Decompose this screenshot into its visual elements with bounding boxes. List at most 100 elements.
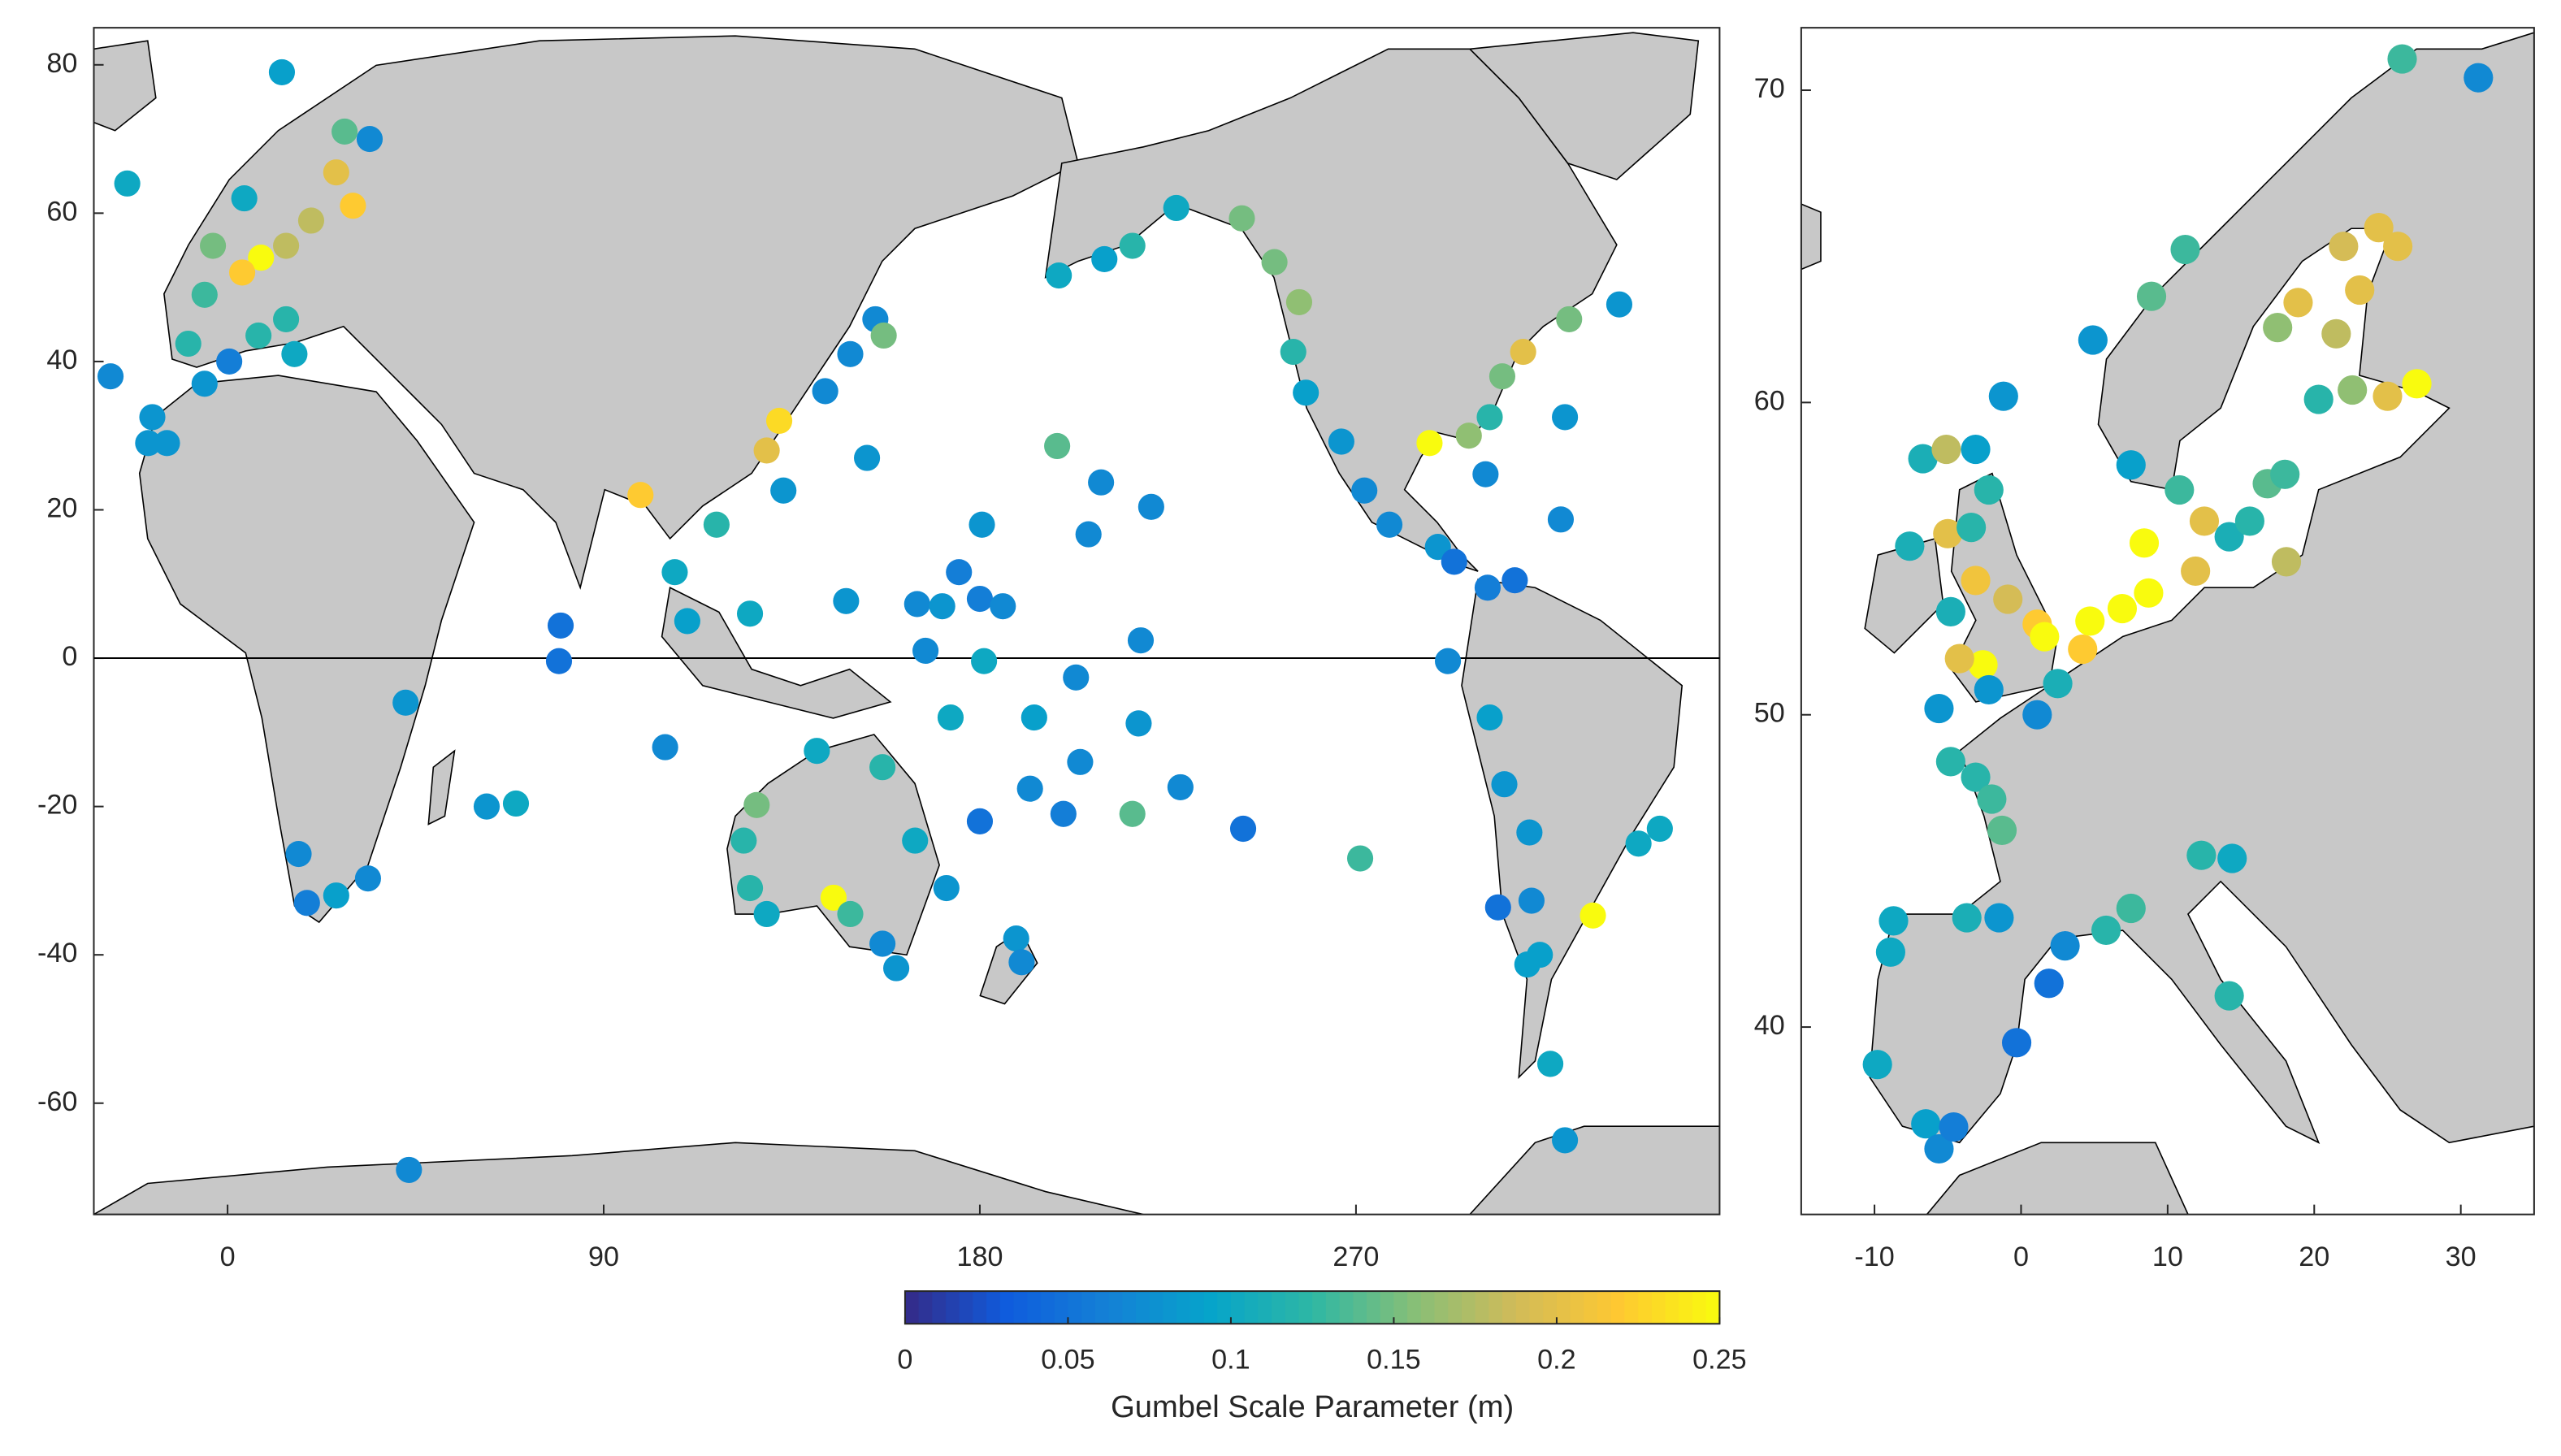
station-point <box>1138 493 1164 520</box>
y-tick-label: 70 <box>1754 73 1785 104</box>
colorbar-cell <box>1013 1291 1029 1324</box>
colorbar-tick-label: 0.25 <box>1692 1344 1746 1375</box>
colorbar-cell <box>1367 1291 1381 1324</box>
station-point <box>990 593 1016 620</box>
station-point <box>2383 232 2413 262</box>
station-point <box>231 185 258 212</box>
station-point <box>812 378 838 405</box>
colorbar-cell <box>1353 1291 1368 1324</box>
station-point <box>1646 815 1673 843</box>
land <box>661 587 892 719</box>
station-point <box>1961 434 1991 465</box>
colorbar-cell <box>1502 1291 1517 1324</box>
station-point <box>902 827 929 854</box>
station-point <box>1328 428 1354 455</box>
station-point <box>1911 1109 1941 1139</box>
station-point <box>2217 843 2247 873</box>
station-point <box>2283 288 2313 318</box>
station-point <box>114 170 141 197</box>
colorbar-cell <box>1068 1291 1083 1324</box>
station-point <box>753 437 780 464</box>
station-point <box>652 734 678 760</box>
colorbar-cell <box>1692 1291 1707 1324</box>
station-point <box>971 648 998 674</box>
x-tick-label: 0 <box>2013 1242 2029 1272</box>
station-point <box>2271 547 2302 577</box>
colorbar-cell <box>959 1291 974 1324</box>
station-point <box>765 407 793 435</box>
station-point <box>1416 430 1443 457</box>
y-tick-label: 50 <box>1754 698 1785 729</box>
station-point <box>1952 903 1982 933</box>
station-point <box>1935 596 1965 626</box>
x-tick-label: 30 <box>2446 1242 2476 1272</box>
station-point <box>297 207 325 234</box>
colorbar-cell <box>904 1291 920 1324</box>
station-point <box>2329 232 2359 262</box>
station-point <box>2034 968 2064 999</box>
station-point <box>627 482 654 509</box>
station-point <box>2464 63 2494 93</box>
station-point <box>1472 461 1499 488</box>
europe-land <box>1800 32 2534 1215</box>
colorbar-cell <box>1244 1291 1259 1324</box>
x-tick-label: -10 <box>1854 1242 1894 1272</box>
colorbar-cell <box>1610 1291 1626 1324</box>
colorbar-cell <box>1665 1291 1680 1324</box>
station-point <box>1293 379 1320 406</box>
land <box>1926 1142 2189 1215</box>
station-point <box>2116 893 2146 924</box>
station-point <box>1924 693 1954 724</box>
station-point <box>1625 830 1652 857</box>
colorbar-cell <box>1108 1291 1124 1324</box>
station-point <box>323 159 349 186</box>
colorbar-cell <box>1475 1291 1490 1324</box>
station-point <box>1376 511 1403 538</box>
colorbar-cell <box>1651 1291 1666 1324</box>
station-point <box>1044 432 1071 460</box>
station-point <box>1968 650 1998 680</box>
station-point <box>1862 1050 1892 1080</box>
colorbar-cell <box>1041 1291 1055 1324</box>
station-point <box>2134 578 2164 608</box>
colorbar-tick-label: 0.15 <box>1367 1344 1420 1375</box>
station-point <box>674 608 700 635</box>
colorbar-cell <box>1312 1291 1327 1324</box>
station-point <box>833 587 860 614</box>
station-point <box>2043 669 2073 699</box>
station-point <box>2189 506 2220 536</box>
station-point <box>1127 627 1155 654</box>
station-point <box>820 884 847 911</box>
y-tick-label: -60 <box>37 1086 77 1117</box>
station-point <box>1956 513 1987 543</box>
colorbar-tick-label: 0.05 <box>1041 1344 1094 1375</box>
x-tick-label: 20 <box>2299 1242 2329 1272</box>
colorbar-cell <box>1339 1291 1354 1324</box>
station-point <box>1987 815 2017 846</box>
colorbar-cell <box>1285 1291 1300 1324</box>
colorbar-cell <box>1380 1291 1395 1324</box>
station-point <box>356 126 384 153</box>
station-point <box>854 444 881 471</box>
y-tick-label: 0 <box>62 641 77 672</box>
station-point <box>229 259 256 286</box>
station-point <box>869 754 896 781</box>
x-tick-label: 180 <box>956 1242 1003 1272</box>
y-tick-label: -20 <box>37 790 77 821</box>
station-point <box>1931 434 1961 465</box>
station-point <box>1924 1133 1954 1164</box>
station-point <box>1580 902 1606 929</box>
colorbar-cell <box>1597 1291 1612 1324</box>
colorbar-cell <box>999 1291 1015 1324</box>
colorbar-cell <box>1163 1291 1178 1324</box>
station-point <box>2338 375 2368 405</box>
station-point <box>2170 234 2200 265</box>
colorbar-label: Gumbel Scale Parameter (m) <box>1111 1389 1514 1424</box>
axes-frame <box>93 27 1721 1216</box>
station-point <box>354 865 381 892</box>
colorbar-tick-label: 0.1 <box>1211 1344 1250 1375</box>
station-point <box>293 890 320 916</box>
x-tick-label: 90 <box>588 1242 619 1272</box>
station-point <box>929 593 956 620</box>
station-point <box>1003 925 1029 952</box>
